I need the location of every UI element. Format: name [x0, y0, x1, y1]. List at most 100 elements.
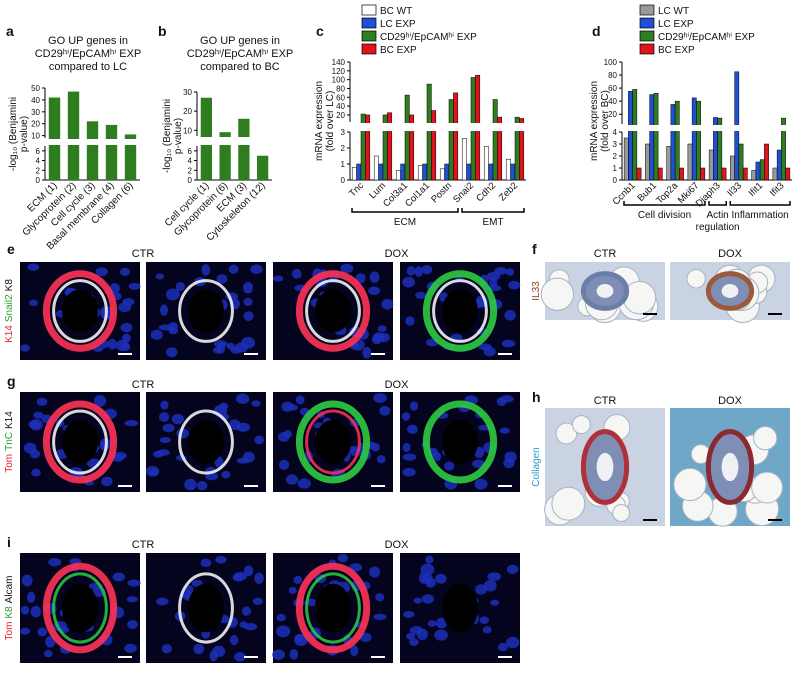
nucleus — [416, 628, 428, 641]
nucleus — [234, 342, 249, 353]
nucleus — [20, 344, 30, 352]
stain-word: K14 — [4, 325, 15, 343]
nucleus — [126, 596, 138, 603]
stain-word: Tom — [4, 454, 15, 473]
nucleus — [483, 346, 496, 357]
micrograph — [272, 553, 393, 663]
stain-word: IL33 — [531, 281, 542, 301]
y-tick-label: 2 — [613, 152, 618, 161]
nucleus — [381, 298, 394, 310]
y-axis-label: -log₁₀ (Benjamini — [8, 97, 19, 171]
bar — [448, 99, 454, 181]
legend-swatch — [361, 43, 377, 55]
nucleus — [506, 564, 519, 574]
nucleus — [504, 309, 516, 321]
stain-word: Snail2 — [4, 294, 15, 322]
bar — [785, 167, 791, 181]
duct-outer — [422, 400, 498, 484]
nucleus — [155, 273, 165, 280]
y-tick-label: 2 — [36, 166, 41, 175]
duct-outer — [295, 270, 371, 352]
nucleus — [31, 468, 41, 477]
nucleus — [168, 322, 178, 331]
nucleus — [201, 264, 211, 276]
nucleus — [184, 478, 197, 491]
nucleus — [160, 400, 169, 410]
nucleus — [27, 263, 40, 271]
bar — [781, 117, 786, 181]
nucleus — [251, 400, 261, 407]
micrograph — [20, 392, 140, 492]
bar — [373, 155, 379, 181]
micrograph — [400, 392, 520, 492]
duct-inner — [305, 279, 361, 343]
nucleus — [406, 632, 416, 640]
y-tick-label: 80 — [608, 71, 617, 80]
panel-label: e — [7, 241, 15, 257]
nucleus — [19, 627, 31, 635]
nucleus — [48, 557, 62, 567]
stain-label: Collagen — [531, 447, 542, 486]
nucleus — [508, 280, 521, 290]
nucleus — [145, 465, 160, 477]
duct-inner — [52, 409, 108, 475]
bar — [124, 134, 137, 180]
nucleus — [415, 291, 427, 300]
lumen — [442, 420, 478, 464]
nucleus — [229, 635, 239, 646]
adipocyte — [555, 422, 578, 445]
condition-label: CTR — [132, 248, 155, 260]
nucleus — [499, 427, 510, 434]
duct-inner — [305, 409, 361, 475]
panel-label: b — [158, 23, 167, 39]
nucleus — [337, 553, 349, 563]
bar — [628, 91, 633, 181]
nucleus — [200, 558, 212, 568]
x-tick-label: Ifit1 — [747, 180, 766, 199]
group-label: Actin regulation — [696, 210, 740, 233]
nucleus — [427, 620, 437, 627]
legend-swatch — [639, 30, 655, 42]
nucleus — [175, 281, 185, 292]
y-tick-label: 10 — [31, 132, 40, 141]
condition-label: CTR — [594, 248, 617, 260]
y-tick-label: 60 — [336, 93, 345, 102]
nucleus — [239, 621, 248, 629]
lumen — [315, 289, 351, 333]
y-tick-label: 0 — [613, 176, 618, 185]
y-tick-label: 30 — [183, 88, 192, 97]
adipocyte — [551, 486, 586, 521]
x-tick-label: Top2a — [654, 180, 681, 207]
y-tick-label: 3 — [341, 128, 346, 137]
bar — [510, 163, 516, 181]
nucleus — [150, 329, 163, 340]
nucleus — [402, 453, 417, 461]
y-axis-label: p-value) — [173, 118, 184, 154]
nucleus — [233, 571, 248, 581]
nucleus — [101, 476, 113, 487]
nucleus — [124, 420, 139, 427]
bar — [708, 149, 714, 181]
micrograph — [19, 553, 141, 663]
bar — [666, 146, 672, 181]
micrograph — [272, 262, 394, 360]
bar — [483, 146, 489, 181]
y-tick-label: 50 — [31, 84, 40, 93]
nucleus — [120, 322, 133, 333]
nucleus — [235, 393, 250, 405]
nucleus — [505, 268, 515, 276]
y-tick-label: 6 — [188, 147, 193, 156]
nucleus — [501, 339, 516, 348]
x-tick-label: Il33 — [725, 180, 744, 199]
chart-title: CD29ʰⁱ/EpCAMʰⁱ EXP — [187, 48, 294, 60]
condition-label: CTR — [594, 395, 617, 407]
legend-label: CD29ʰⁱ/EpCAMʰⁱ EXP — [658, 32, 755, 43]
nucleus — [128, 282, 141, 290]
nucleus — [221, 470, 231, 479]
bar — [105, 124, 118, 180]
nucleus — [503, 458, 515, 469]
nucleus — [369, 271, 380, 283]
nucleus — [243, 565, 254, 577]
bar — [238, 118, 250, 180]
